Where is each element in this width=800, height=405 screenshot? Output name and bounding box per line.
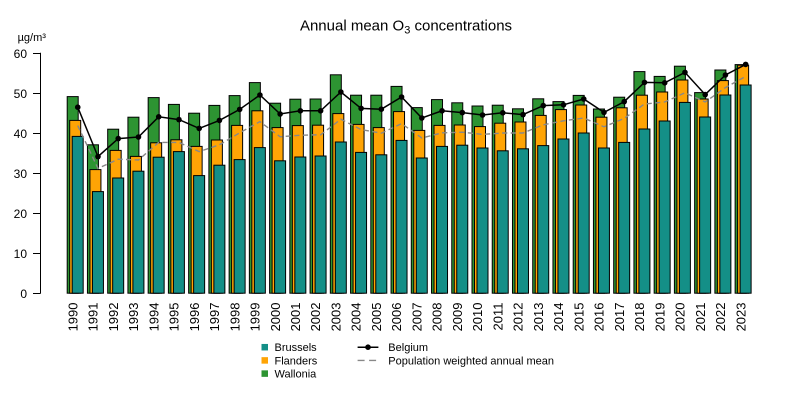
- svg-text:1995: 1995: [167, 303, 182, 332]
- svg-text:Belgium: Belgium: [388, 342, 428, 354]
- svg-text:Flanders: Flanders: [275, 355, 318, 367]
- svg-text:2006: 2006: [389, 303, 404, 332]
- svg-text:1996: 1996: [187, 303, 202, 332]
- svg-text:2019: 2019: [652, 303, 667, 332]
- svg-text:2023: 2023: [733, 303, 748, 332]
- svg-text:2021: 2021: [693, 303, 708, 332]
- svg-text:50: 50: [14, 87, 28, 101]
- svg-text:2002: 2002: [308, 303, 323, 332]
- svg-text:2010: 2010: [470, 303, 485, 332]
- svg-text:20: 20: [14, 207, 28, 221]
- svg-text:2000: 2000: [268, 303, 283, 332]
- svg-text:Population weighted annual mea: Population weighted annual mean: [388, 355, 554, 367]
- svg-text:2003: 2003: [328, 303, 343, 332]
- svg-text:2009: 2009: [450, 303, 465, 332]
- svg-text:Brussels: Brussels: [275, 342, 318, 354]
- svg-text:2011: 2011: [490, 303, 505, 331]
- svg-text:1998: 1998: [227, 303, 242, 332]
- svg-text:40: 40: [14, 127, 28, 141]
- svg-text:60: 60: [14, 47, 28, 61]
- svg-text:2022: 2022: [713, 303, 728, 332]
- svg-text:1993: 1993: [126, 303, 141, 332]
- svg-text:2012: 2012: [511, 303, 526, 332]
- svg-text:2007: 2007: [409, 303, 424, 332]
- svg-text:2008: 2008: [430, 303, 445, 332]
- svg-text:Wallonia: Wallonia: [275, 369, 318, 381]
- svg-text:µg/m³: µg/m³: [18, 32, 47, 44]
- svg-text:0: 0: [20, 287, 27, 301]
- svg-text:10: 10: [14, 247, 28, 261]
- svg-text:2015: 2015: [571, 303, 586, 332]
- svg-text:2020: 2020: [673, 303, 688, 332]
- svg-text:1992: 1992: [106, 303, 121, 332]
- svg-text:2004: 2004: [349, 303, 364, 332]
- svg-text:2018: 2018: [632, 303, 647, 332]
- svg-text:2005: 2005: [369, 303, 384, 332]
- svg-text:1990: 1990: [65, 303, 80, 332]
- svg-text:Annual mean O3 concentrations: Annual mean O3 concentrations: [300, 17, 512, 36]
- svg-text:2017: 2017: [612, 303, 627, 332]
- svg-text:1999: 1999: [248, 303, 263, 332]
- svg-text:2013: 2013: [531, 303, 546, 332]
- svg-text:1991: 1991: [86, 303, 101, 332]
- svg-text:30: 30: [14, 167, 28, 181]
- svg-text:2016: 2016: [592, 303, 607, 332]
- svg-text:2001: 2001: [288, 303, 303, 332]
- svg-text:1997: 1997: [207, 303, 222, 332]
- svg-text:2014: 2014: [551, 303, 566, 332]
- svg-text:1994: 1994: [146, 303, 161, 332]
